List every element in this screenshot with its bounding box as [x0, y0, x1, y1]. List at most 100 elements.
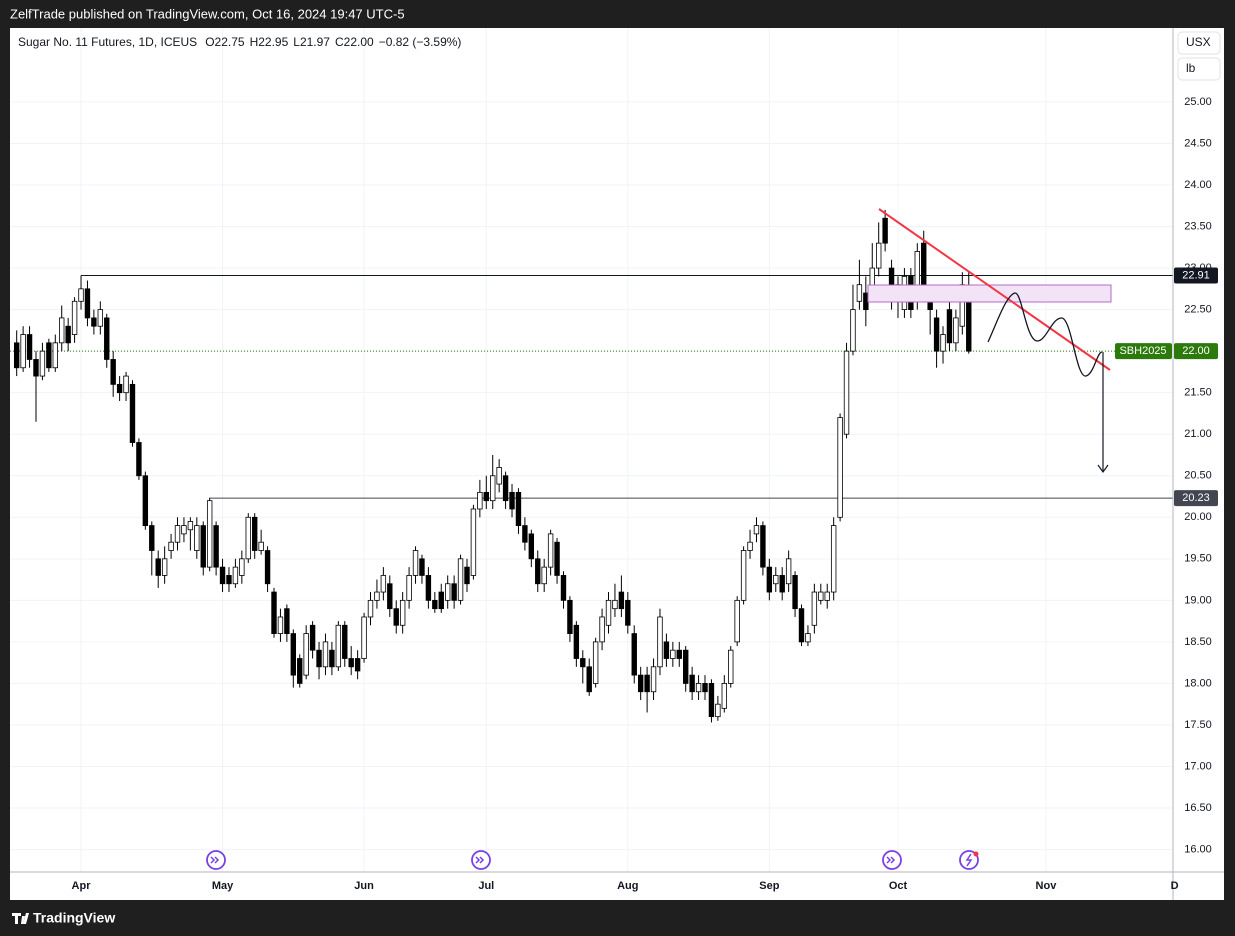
candle-body [297, 658, 303, 684]
candle-body [123, 375, 129, 394]
candle-body [104, 317, 110, 360]
y-tick-label: 16.00 [1184, 843, 1212, 855]
candle-body [863, 292, 869, 311]
candle-body [335, 624, 342, 668]
candle-body [65, 325, 71, 344]
candle-body [496, 467, 502, 485]
candle-body [13, 342, 20, 369]
candle-body [618, 591, 625, 610]
legend-key: C [335, 35, 344, 49]
candle-body [168, 541, 174, 551]
candle-body [792, 575, 798, 610]
currency-button[interactable] [1177, 31, 1221, 55]
candle-body [52, 342, 58, 369]
candle-body [580, 658, 586, 668]
candle-body [46, 342, 52, 369]
candle-body [599, 616, 605, 643]
unit-button[interactable] [1177, 57, 1221, 81]
candle-body [567, 599, 573, 634]
event-icon[interactable] [206, 850, 226, 870]
candle-body [779, 575, 785, 593]
legend-key: H [250, 35, 259, 49]
level-label: 20.23 [1182, 492, 1210, 504]
candle-body [78, 288, 84, 302]
candle-body [187, 521, 194, 531]
candle-body [683, 649, 689, 684]
candle-body [387, 583, 393, 610]
legend-value: 22.95 [258, 35, 288, 49]
candle-body [425, 575, 432, 601]
candle-body [393, 608, 399, 626]
candle-body [509, 491, 515, 510]
candle-body [226, 575, 232, 585]
candle-body [26, 334, 33, 360]
x-tick-label: D [1171, 880, 1179, 892]
candle-body [882, 217, 888, 244]
candle-body [252, 516, 258, 551]
candle-body [837, 417, 843, 518]
footer-logo: TradingView [12, 910, 115, 926]
candle-body [875, 242, 882, 269]
candle-body [367, 599, 374, 618]
candle-body [316, 649, 322, 668]
candle-body [20, 334, 26, 369]
candle-body [535, 558, 541, 585]
candle-body [483, 491, 489, 502]
event-icon[interactable] [471, 850, 491, 870]
unit-label[interactable]: lb [1186, 61, 1196, 75]
candle-body [554, 541, 560, 576]
candle-body [361, 616, 367, 659]
candle-body [116, 383, 123, 394]
candle-body [728, 649, 734, 684]
candle-body [592, 641, 599, 684]
candle-body [194, 525, 200, 551]
publish-info: ZelfTrade published on TradingView.com, … [10, 6, 405, 21]
candle-body [824, 591, 830, 601]
candle-body [612, 599, 618, 610]
candle-body [136, 442, 142, 477]
legend: Sugar No. 11 Futures, 1D, ICEUS O22.75 H22… [18, 35, 461, 49]
last-price-name: SBH2025 [1119, 345, 1166, 357]
candle-body [560, 575, 567, 601]
candle-body [740, 550, 747, 601]
candle-body [515, 491, 522, 526]
candle-body [200, 525, 206, 568]
last-price-box [1174, 343, 1218, 360]
candle-body [464, 566, 470, 585]
candle-body [625, 599, 631, 626]
candle-body [490, 475, 496, 502]
candle-body [174, 525, 181, 543]
candle-body [39, 350, 46, 377]
legend-value: 22.00 [344, 35, 374, 49]
candle-body [721, 683, 728, 709]
candle-body [766, 566, 773, 593]
candle-body [753, 525, 760, 535]
candle-body [650, 666, 657, 693]
x-tick-label: Oct [889, 880, 908, 892]
candle-body [444, 583, 451, 601]
event-icon[interactable] [882, 850, 902, 870]
candle-body [219, 566, 226, 585]
candle-body [586, 666, 592, 693]
candle-body [206, 500, 213, 568]
candle-body [502, 475, 509, 502]
candle-body [785, 558, 792, 585]
event-glyph [965, 853, 973, 867]
legend-key: L [293, 35, 300, 49]
event-glyph [210, 856, 220, 864]
candle-body [451, 583, 457, 601]
candle-body [84, 288, 91, 319]
candle-body [380, 575, 387, 593]
candle-body [798, 608, 805, 643]
candle-body [644, 674, 650, 693]
candle-body [933, 317, 940, 352]
x-tick-label: Jul [478, 880, 494, 892]
candle-body [657, 616, 663, 668]
currency-label[interactable]: USX [1186, 35, 1211, 49]
y-tick-label: 24.00 [1184, 179, 1212, 191]
candle-body [715, 703, 721, 718]
y-tick-label: 23.50 [1184, 220, 1212, 232]
candle-body [239, 558, 245, 576]
